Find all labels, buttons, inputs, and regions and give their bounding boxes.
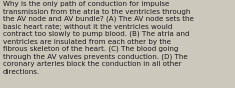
Text: Why is the only path of conduction for impulse
transmission from the atria to th: Why is the only path of conduction for i… <box>3 1 194 75</box>
